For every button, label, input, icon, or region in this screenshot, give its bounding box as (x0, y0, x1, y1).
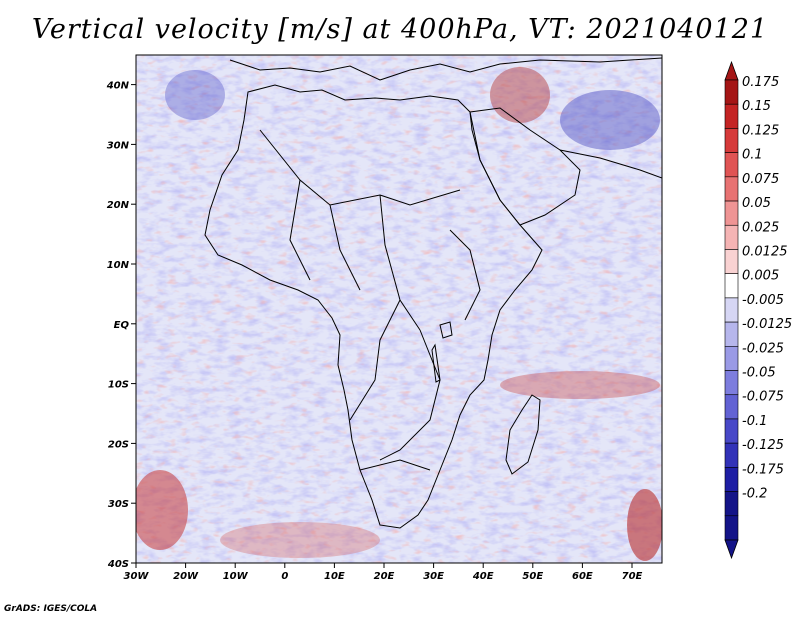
border-1 (259, 129, 461, 206)
border-4 (329, 204, 361, 291)
feature-atlantic-north (165, 70, 225, 120)
border-8 (359, 459, 431, 471)
colorbar-swatch (724, 79, 739, 105)
colorbar-label: 0.1 (742, 148, 763, 163)
europe-coast (229, 57, 662, 81)
colorbar-swatch (724, 273, 739, 299)
colorbar-swatch (724, 128, 739, 153)
plot-frame (135, 54, 663, 564)
border-7 (449, 229, 481, 321)
colorbar-bottom-arrow (724, 539, 739, 560)
lon-tick-label: 40E (472, 571, 494, 582)
lat-tick-label: EQ (114, 320, 130, 331)
border-2 (289, 179, 311, 281)
colorbar-label: 0.025 (742, 220, 779, 235)
colorbar-label: 0.005 (742, 269, 779, 284)
lat-tick-label: 10N (107, 260, 130, 271)
colorbar-swatch (724, 515, 739, 541)
colorbar-label: -0.005 (742, 293, 784, 308)
lat-tick-label: 30N (107, 140, 130, 151)
lake-tanganyika (431, 343, 441, 383)
colorbar-swatch (724, 176, 739, 202)
colorbar-label: -0.125 (742, 438, 784, 453)
colorbar-top-arrow (724, 60, 739, 81)
africa-coast (204, 84, 543, 529)
lat-tick-label: 40S (107, 559, 129, 570)
colorbar-label: -0.0125 (742, 317, 792, 332)
lon-tick-label: 30W (124, 571, 150, 582)
colorbar-label: 0.175 (742, 75, 779, 90)
colorbar-label: 0.0125 (742, 245, 788, 260)
colorbar-swatch (724, 418, 739, 444)
lat-tick-label: 20S (108, 439, 129, 450)
feature-southeast (627, 489, 662, 561)
feature-southwest (136, 470, 188, 550)
lat-tick-label: 20N (107, 200, 130, 211)
colorbar-label: -0.025 (742, 341, 784, 356)
colorbar-label: -0.075 (742, 390, 784, 405)
colorbar-swatch (724, 321, 739, 347)
colorbar-label: -0.1 (742, 414, 767, 429)
colorbar-swatch (724, 467, 739, 492)
lon-tick-label: 50E (522, 571, 543, 582)
lon-tick-label: 70E (622, 571, 643, 582)
colorbar-swatch (724, 249, 739, 274)
colorbar-label: -0.05 (742, 366, 776, 381)
coastlines (204, 57, 662, 529)
border-3 (379, 194, 421, 331)
lon-tick-label: 60E (572, 571, 593, 582)
colorbar-swatch (724, 297, 739, 323)
velocity-field (136, 55, 662, 563)
lon-tick-label: 0 (281, 571, 288, 582)
colorbar-label: 0.05 (742, 196, 771, 211)
feature-south-atlantic (220, 522, 380, 558)
colorbar-swatch (724, 152, 739, 178)
lat-tick-label: 10S (108, 380, 129, 391)
lon-tick-label: 30E (423, 571, 444, 582)
persia-coast (559, 149, 662, 179)
lake-victoria (439, 321, 453, 339)
colorbar-swatch (724, 346, 739, 371)
colorbar-label: -0.175 (742, 462, 784, 477)
colorbar-swatch (724, 224, 739, 250)
madagascar-coast (505, 394, 541, 475)
lon-tick-label: 10E (324, 571, 345, 582)
grads-credit: GrADS: IGES/COLA (4, 604, 98, 614)
feature-northeast (560, 90, 660, 150)
field-positive-noise (136, 55, 662, 563)
colorbar-swatch (724, 491, 739, 517)
lon-tick-label: 10W (223, 571, 249, 582)
colorbar-label: 0.075 (742, 172, 779, 187)
border-5 (349, 299, 401, 421)
longitude-ticks: 30W 20W 10W 0 10E 20E 30E 40E 50E 60E 70E (124, 563, 643, 582)
colorbar-swatch (724, 442, 739, 468)
latitude-ticks: 40S 30S 20S 10S EQ 10N 20N 30N 40N (106, 81, 136, 570)
feature-indian-ocean (500, 371, 660, 399)
colorbar-swatch (724, 370, 739, 396)
colorbar-swatch (724, 103, 739, 129)
lon-tick-label: 20W (173, 571, 199, 582)
feature-iran (490, 67, 550, 123)
colorbar: 0.175 0.15 0.125 0.1 0.075 0.05 0.025 0.0125 0.0… (724, 60, 792, 560)
lat-tick-label: 40N (106, 81, 130, 92)
colorbar-label: 0.125 (742, 123, 779, 138)
colorbar-swatch (724, 394, 739, 420)
colorbar-swatch (724, 200, 739, 226)
arabia-coast (469, 107, 581, 226)
colorbar-label: -0.2 (742, 487, 767, 502)
lon-tick-label: 20E (374, 571, 395, 582)
lat-tick-label: 30S (108, 499, 129, 510)
colorbar-label: 0.15 (742, 99, 771, 114)
map-title: Vertical velocity [m/s] at 400hPa, VT: 2… (31, 14, 769, 45)
